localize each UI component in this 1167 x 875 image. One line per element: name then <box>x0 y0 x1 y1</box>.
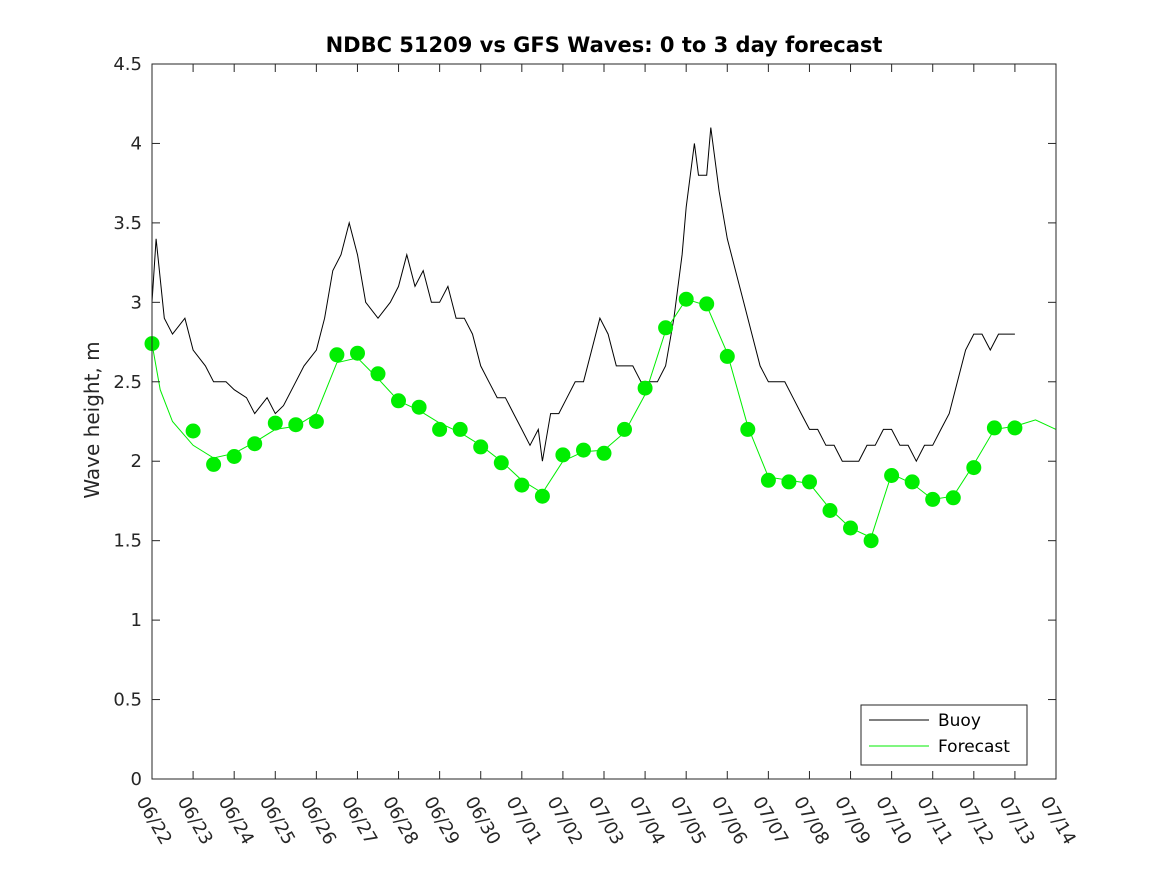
y-tick-label: 4.5 <box>113 54 142 75</box>
legend-box <box>860 704 1028 766</box>
legend-buoy-label: Buoy <box>938 711 981 731</box>
forecast-point <box>966 460 982 476</box>
forecast-point <box>452 421 468 437</box>
forecast-point <box>247 436 263 452</box>
forecast-point <box>658 320 674 336</box>
y-tick-label: 3.5 <box>113 213 142 234</box>
x-tick-label: 07/13 <box>995 793 1039 848</box>
x-tick-label: 07/08 <box>789 793 833 848</box>
forecast-point <box>843 520 858 536</box>
forecast-point <box>863 533 879 549</box>
y-tick-label: 1 <box>131 610 142 631</box>
y-tick-label: 3 <box>131 292 142 313</box>
forecast-point <box>884 468 900 483</box>
forecast-point <box>760 472 776 488</box>
legend: Buoy Forecast <box>860 704 1028 766</box>
forecast-point <box>370 366 386 382</box>
forecast-point <box>185 423 201 439</box>
x-tick-label: 07/07 <box>748 793 792 848</box>
forecast-point <box>534 488 550 504</box>
forecast-point <box>432 421 448 437</box>
legend-forecast-label: Forecast <box>938 737 1010 757</box>
forecast-point <box>904 474 920 490</box>
forecast-point <box>781 474 797 490</box>
y-tick-label: 2 <box>131 451 142 472</box>
forecast-point <box>637 380 653 396</box>
forecast-point <box>699 296 715 312</box>
forecast-point <box>925 491 941 507</box>
x-tick-label: 06/22 <box>132 793 176 848</box>
forecast-point <box>288 417 304 433</box>
y-axis-label: Wave height, m <box>80 341 104 498</box>
forecast-point <box>596 445 612 461</box>
x-tick-label: 06/26 <box>296 793 340 848</box>
forecast-point <box>308 414 324 429</box>
forecast-point <box>740 421 756 437</box>
x-tick-label: 07/10 <box>871 793 915 848</box>
forecast-point <box>411 399 427 415</box>
forecast-point <box>617 421 632 437</box>
x-tick-label: 07/01 <box>501 793 545 848</box>
y-axis: 0 0.5 1 1.5 2 2.5 3 3.5 4 4.5 <box>113 54 1056 790</box>
x-tick-label: 06/24 <box>214 793 258 848</box>
forecast-point <box>473 439 489 455</box>
forecast-point <box>226 449 242 464</box>
y-tick-label: 0.5 <box>113 690 142 711</box>
x-tick-label: 07/14 <box>1036 793 1080 848</box>
forecast-point <box>493 455 509 471</box>
forecast-point <box>514 477 530 493</box>
series-line-forecast <box>151 298 1057 539</box>
plot-area <box>152 64 1056 779</box>
forecast-point <box>719 348 735 364</box>
y-tick-label: 2.5 <box>113 372 142 393</box>
forecast-point <box>822 503 838 518</box>
x-tick-label: 06/30 <box>460 793 504 848</box>
forecast-point <box>391 393 406 409</box>
x-tick-label: 07/02 <box>543 793 587 848</box>
x-tick-label: 06/27 <box>337 793 381 848</box>
plot-group <box>144 127 1057 549</box>
x-tick-label: 07/12 <box>953 793 997 848</box>
x-tick-label: 07/03 <box>584 793 628 848</box>
y-tick-label: 0 <box>131 769 142 790</box>
x-tick-label: 06/28 <box>378 793 422 848</box>
forecast-point <box>329 347 345 363</box>
x-tick-label: 07/04 <box>625 793 669 848</box>
x-tick-label: 07/05 <box>666 793 710 848</box>
x-tick-label: 07/06 <box>707 793 751 848</box>
forecast-point <box>267 415 283 431</box>
forecast-point <box>206 456 222 472</box>
x-tick-label: 06/25 <box>255 793 299 848</box>
y-tick-label: 4 <box>131 133 142 154</box>
forecast-point <box>986 420 1002 436</box>
forecast-point <box>678 291 694 307</box>
forecast-point <box>555 447 571 463</box>
x-tick-label: 07/09 <box>830 793 874 848</box>
x-tick-label: 06/29 <box>419 793 463 848</box>
x-tick-label: 07/11 <box>912 793 956 848</box>
forecast-point <box>350 345 365 361</box>
y-tick-label: 1.5 <box>113 531 142 552</box>
x-tick-label: 06/23 <box>173 793 217 848</box>
forecast-point <box>1007 420 1023 436</box>
forecast-point <box>802 474 817 490</box>
forecast-point <box>945 490 961 506</box>
forecast-point <box>576 442 591 458</box>
chart-title: NDBC 51209 vs GFS Waves: 0 to 3 day fore… <box>326 33 883 57</box>
series-line-buoy <box>151 127 1015 463</box>
